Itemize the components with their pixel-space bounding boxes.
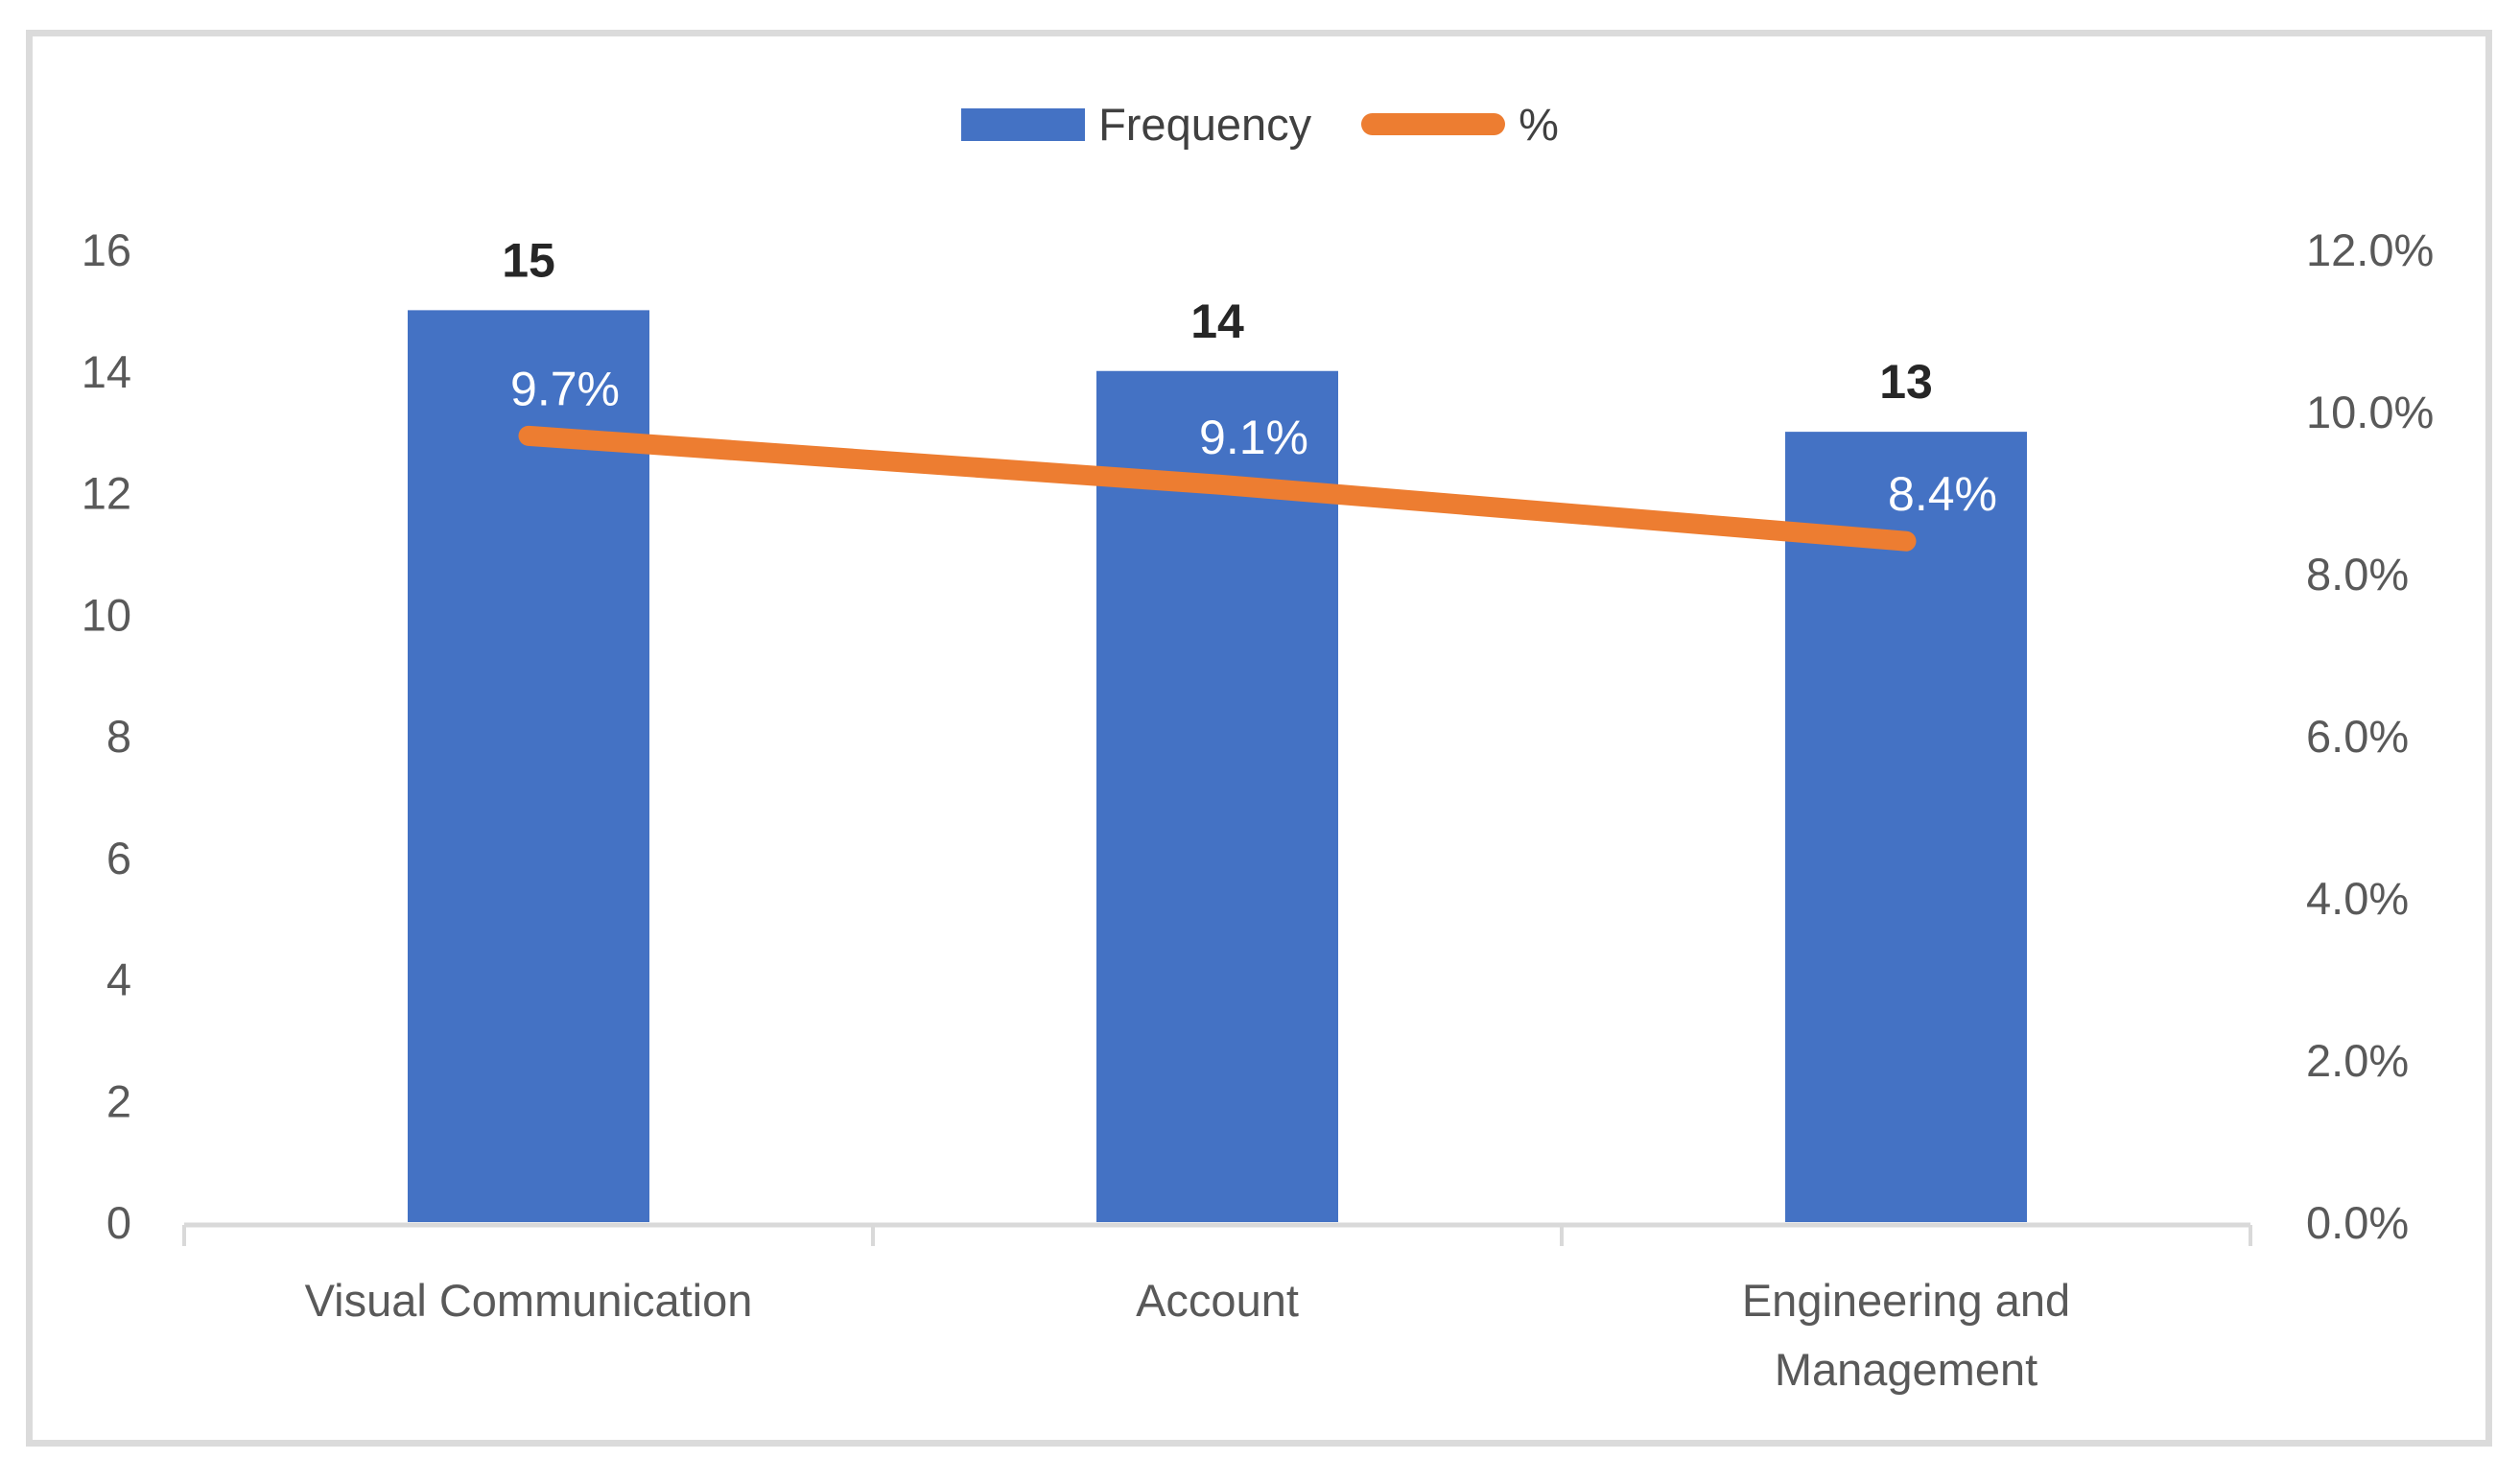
x-axis-category-label: Visual Communication [305,1275,753,1326]
left-axis-tick-label: 10 [82,589,131,640]
right-axis-tick-label: 12.0% [2306,224,2434,275]
left-axis-tick-label: 16 [82,224,131,275]
right-axis-tick-label: 8.0% [2306,549,2409,600]
frequency-bar-swatch-icon [961,107,1086,141]
left-axis-tick-label: 8 [106,711,131,762]
right-axis-tick-label: 10.0% [2306,387,2434,437]
legend-item-frequency: Frequency [961,102,1311,147]
left-axis-tick-label: 6 [106,833,131,883]
legend-label-percent: % [1519,99,1559,150]
bar-value-label: 14 [1190,294,1244,348]
left-axis-tick-label: 0 [106,1197,131,1248]
x-axis-category-label: Account [1136,1275,1299,1326]
percent-point-label: 8.4% [1888,467,1997,521]
left-axis-tick-label: 14 [82,346,131,397]
right-axis-tick-label: 4.0% [2306,873,2409,924]
percent-line-swatch-icon [1361,113,1506,135]
x-axis-category-label: Engineering and [1742,1275,2070,1326]
bar-value-label: 15 [502,233,555,287]
left-axis-tick-label: 4 [106,954,131,1005]
right-axis-tick-label: 6.0% [2306,711,2409,762]
frequency-bar [1096,370,1338,1222]
bar-value-label: 13 [1879,355,1933,409]
percent-point-label: 9.1% [1199,411,1308,464]
right-axis-tick-label: 2.0% [2306,1035,2409,1086]
percent-point-label: 9.7% [510,362,620,415]
left-axis-tick-label: 12 [82,468,131,519]
right-axis-tick-label: 0.0% [2306,1197,2409,1248]
x-axis-category-label: Management [1775,1344,2037,1395]
frequency-bar [408,310,649,1222]
legend-label-frequency: Frequency [1098,99,1312,150]
frequency-bar [1785,432,2027,1222]
chart-legend: Frequency % [0,102,2520,147]
percent-line [518,425,1917,552]
left-axis-tick-label: 2 [106,1075,131,1126]
legend-item-percent: % [1361,102,1559,147]
